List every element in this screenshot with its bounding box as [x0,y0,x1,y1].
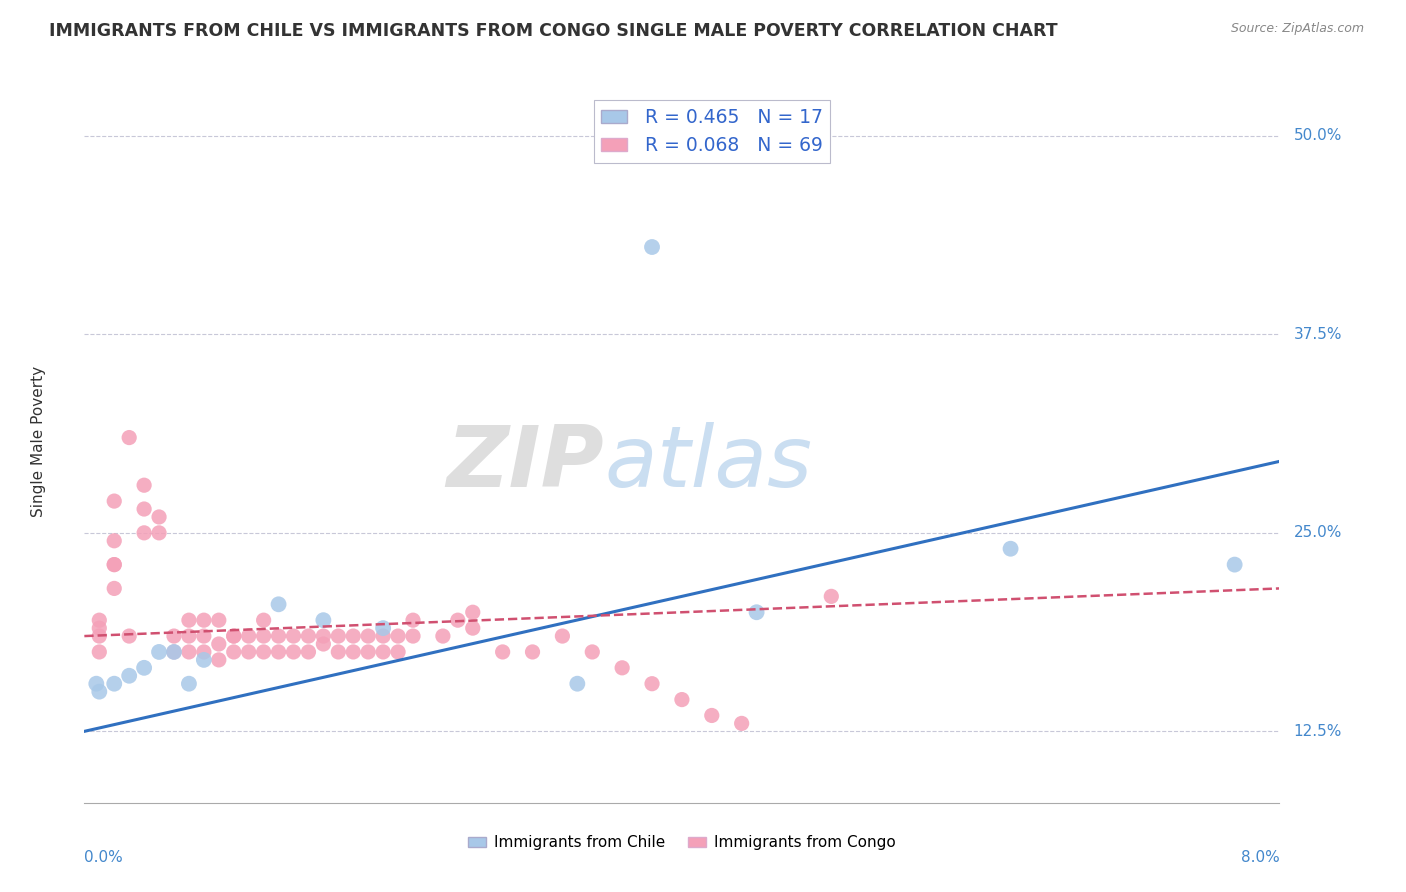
Point [402,613,425,627]
Text: 37.5%: 37.5% [1294,326,1343,342]
Point [177,676,200,690]
Point [103,582,125,596]
Point [193,645,215,659]
Text: IMMIGRANTS FROM CHILE VS IMMIGRANTS FROM CONGO SINGLE MALE POVERTY CORRELATION C: IMMIGRANTS FROM CHILE VS IMMIGRANTS FROM… [49,22,1057,40]
Point [208,613,231,627]
Point [312,637,335,651]
Text: 50.0%: 50.0% [1294,128,1343,144]
Text: atlas: atlas [605,422,813,505]
Point [253,645,276,659]
Point [132,478,156,492]
Point [177,645,200,659]
Point [208,637,231,651]
Point [312,613,335,627]
Point [208,653,231,667]
Point [373,645,395,659]
Point [103,676,125,690]
Point [447,613,470,627]
Point [1223,558,1246,572]
Point [177,613,200,627]
Point [193,629,215,643]
Point [253,629,276,643]
Text: 25.0%: 25.0% [1294,525,1343,541]
Point [700,708,723,723]
Point [387,645,409,659]
Point [253,613,276,627]
Point [103,558,125,572]
Point [163,645,186,659]
Point [820,590,842,604]
Point [357,645,380,659]
Point [89,613,111,627]
Point [238,645,260,659]
Point [193,613,215,627]
Point [297,645,319,659]
Point [461,621,484,635]
Point [89,621,111,635]
Text: 12.5%: 12.5% [1294,723,1343,739]
Legend:  R = 0.465   N = 17,  R = 0.068   N = 69: R = 0.465 N = 17, R = 0.068 N = 69 [593,101,830,163]
Point [222,629,245,643]
Point [103,533,125,548]
Point [373,629,395,643]
Point [432,629,454,643]
Point [297,629,319,643]
Point [342,629,364,643]
Point [148,645,170,659]
Point [567,676,589,690]
Point [581,645,603,659]
Point [328,645,350,659]
Point [641,240,664,254]
Point [641,676,664,690]
Point [89,684,111,698]
Point [492,645,515,659]
Point [118,431,141,445]
Point [132,502,156,516]
Point [132,525,156,540]
Point [222,645,245,659]
Point [522,645,544,659]
Point [89,645,111,659]
Point [342,645,364,659]
Point [163,629,186,643]
Point [89,629,111,643]
Point [328,629,350,643]
Point [103,494,125,508]
Point [283,629,305,643]
Point [132,661,156,675]
Point [402,629,425,643]
Point [461,605,484,619]
Point [103,558,125,572]
Point [148,510,170,524]
Point [357,629,380,643]
Point [148,525,170,540]
Point [267,597,290,611]
Point [1000,541,1022,556]
Point [312,629,335,643]
Point [177,629,200,643]
Text: Single Male Poverty: Single Male Poverty [31,366,46,517]
Point [745,605,768,619]
Point [238,629,260,643]
Point [551,629,574,643]
Point [118,669,141,683]
Text: 0.0%: 0.0% [84,850,124,864]
Text: ZIP: ZIP [447,422,605,505]
Point [118,629,141,643]
Point [387,629,409,643]
Text: Source: ZipAtlas.com: Source: ZipAtlas.com [1230,22,1364,36]
Text: 8.0%: 8.0% [1240,850,1279,864]
Point [373,621,395,635]
Point [283,645,305,659]
Point [222,629,245,643]
Point [612,661,634,675]
Point [193,653,215,667]
Point [267,645,290,659]
Point [86,676,108,690]
Point [671,692,693,706]
Point [163,645,186,659]
Point [267,629,290,643]
Point [731,716,754,731]
